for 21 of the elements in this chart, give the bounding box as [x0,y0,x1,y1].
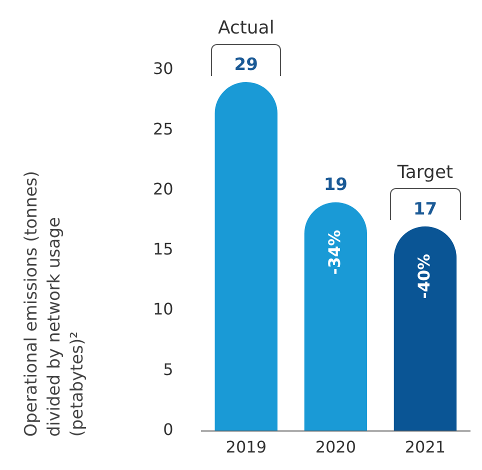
bar [394,226,457,431]
y-tick-label: 10 [153,300,174,319]
data-label: 19 [324,175,348,196]
annotation: Actual [218,18,274,39]
x-tick-label: 2021 [404,438,446,457]
y-axis-title: Operational emissions (tonnes) divided by network usage (petabytes)² [21,170,88,437]
y-tick-label: 20 [153,179,174,198]
x-tick-label: 2019 [226,438,266,457]
y-tick-label: 25 [153,119,174,138]
data-label: 17 [413,199,438,220]
annotation: -40% [414,254,434,299]
y-tick-label: 15 [153,240,174,259]
bar [214,82,278,431]
annotation: -34% [324,230,344,275]
data-label: 29 [234,54,258,75]
y-tick-label: 0 [163,420,174,439]
y-tick-label: 30 [153,59,174,78]
annotation: Target [396,162,454,184]
x-tick-label: 2020 [315,438,356,457]
bar [304,202,368,431]
y-tick-label: 5 [163,360,174,379]
